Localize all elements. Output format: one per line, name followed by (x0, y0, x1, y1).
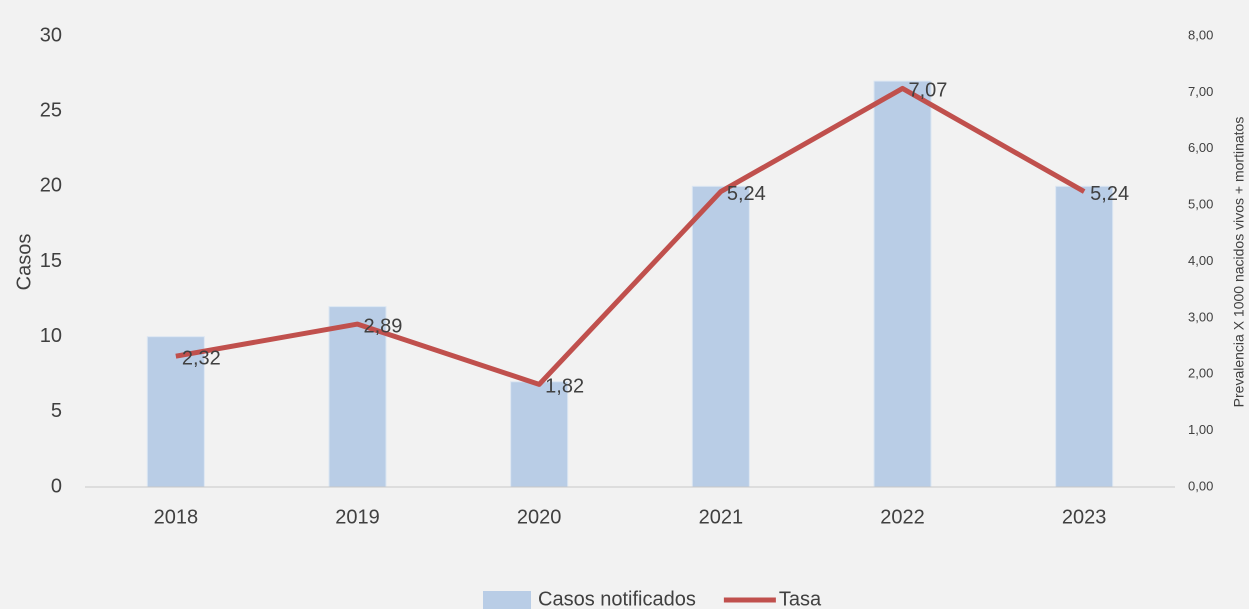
data-label: 1,82 (545, 376, 584, 398)
y-tick-label: 5 (51, 400, 62, 422)
data-label: 5,24 (727, 183, 766, 205)
data-label: 2,32 (182, 347, 221, 369)
y2-tick-label: 2,00 (1188, 366, 1213, 381)
y2-tick-label: 7,00 (1188, 84, 1213, 99)
data-label: 7,07 (909, 80, 948, 102)
x-tick-label: 2018 (154, 506, 199, 528)
bar (691, 185, 750, 488)
x-tick-label: 2019 (335, 506, 380, 528)
y2-tick-label: 4,00 (1188, 253, 1213, 268)
y2-tick-label: 6,00 (1188, 140, 1213, 155)
bar (510, 381, 569, 488)
y-axis-label: Casos (13, 234, 35, 291)
x-tick-label: 2021 (699, 506, 744, 528)
y-tick-label: 25 (40, 99, 62, 121)
x-tick-label: 2020 (517, 506, 562, 528)
data-label: 5,24 (1090, 183, 1129, 205)
y-tick-label: 15 (40, 250, 62, 272)
legend-label: Tasa (779, 588, 822, 609)
y-tick-label: 30 (40, 24, 62, 46)
y2-tick-label: 3,00 (1188, 309, 1213, 324)
line (175, 85, 1086, 387)
y2-tick-label: 5,00 (1188, 197, 1213, 212)
x-tick-label: 2023 (1062, 506, 1107, 528)
legend-swatch (483, 591, 531, 609)
y2-axis-label: Prevalencia X 1000 nacidos vivos + morti… (1231, 117, 1247, 408)
data-label: 2,89 (364, 315, 403, 337)
bar (1055, 185, 1114, 488)
y-tick-label: 10 (40, 325, 62, 347)
y2-tick-label: 8,00 (1188, 27, 1213, 42)
y2-tick-label: 1,00 (1188, 422, 1213, 437)
y-tick-label: 0 (51, 475, 62, 497)
x-tick-label: 2022 (880, 506, 925, 528)
y-tick-label: 20 (40, 175, 62, 197)
bar (873, 80, 932, 488)
y2-tick-label: 0,00 (1188, 478, 1213, 493)
bar (146, 336, 205, 488)
bar (328, 306, 387, 488)
legend-label: Casos notificados (538, 588, 696, 609)
